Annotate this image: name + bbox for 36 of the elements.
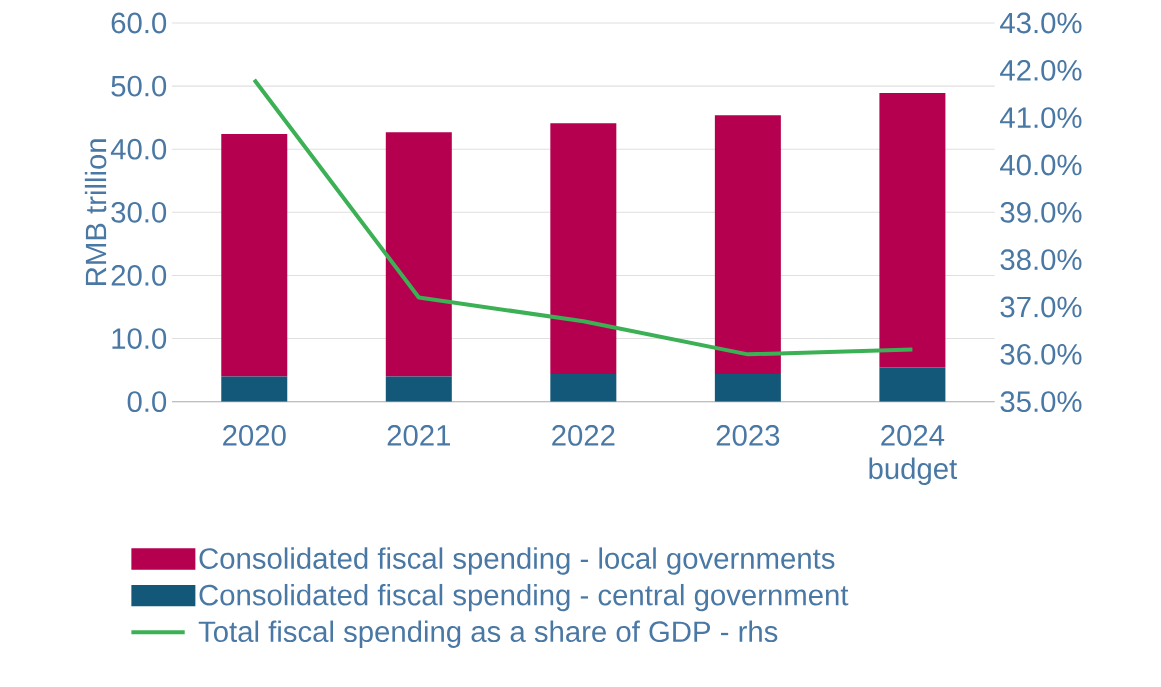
y2-tick-label: 40.0% bbox=[1000, 154, 1082, 176]
bar bbox=[221, 134, 288, 377]
bar bbox=[385, 376, 452, 402]
y-tick-label: 20.0 bbox=[111, 265, 167, 286]
y2-tick-label: 37.0% bbox=[1000, 296, 1082, 318]
y-tick-label: 10.0 bbox=[112, 328, 167, 349]
y2-tick-label: 43.0% bbox=[1000, 12, 1082, 34]
bar bbox=[714, 115, 781, 374]
y2-tick-label: 36.0% bbox=[1000, 343, 1082, 365]
bar bbox=[221, 376, 288, 402]
x-tick-label: 2024 budget bbox=[869, 425, 958, 485]
x-tick-label: 2020 bbox=[223, 425, 286, 446]
bar bbox=[714, 373, 781, 402]
y2-tick-label: 39.0% bbox=[1000, 201, 1082, 223]
y2-tick-label: 41.0% bbox=[1000, 107, 1082, 129]
legend-label: Consolidated fiscal spending - local governments bbox=[199, 547, 835, 575]
y2-tick-label: 42.0% bbox=[1000, 59, 1082, 81]
y-tick-label: 0.0 bbox=[127, 391, 167, 413]
legend-label: Total fiscal spending as a share of GDP - rhs bbox=[198, 620, 778, 648]
y2-tick-label: 35.0% bbox=[1000, 391, 1082, 413]
legend-label: Consolidated fiscal spending - central government bbox=[199, 583, 849, 612]
y-tick-label: 60.0 bbox=[111, 12, 167, 34]
x-tick-label: 2021 bbox=[387, 425, 450, 446]
bar bbox=[385, 132, 452, 377]
y-axis-title: RMB trillion bbox=[84, 139, 107, 285]
bar bbox=[550, 373, 617, 402]
y-tick-label: 40.0 bbox=[110, 138, 167, 160]
x-tick-label: 2022 bbox=[552, 425, 615, 446]
bar bbox=[879, 367, 946, 402]
bar bbox=[879, 93, 946, 368]
line-series bbox=[252, 77, 915, 357]
y-tick-label: 50.0 bbox=[111, 75, 167, 97]
y2-tick-label: 38.0% bbox=[1000, 249, 1082, 271]
x-tick-label: 2023 bbox=[716, 425, 780, 446]
bar bbox=[550, 123, 617, 374]
y-tick-label: 30.0 bbox=[111, 201, 167, 223]
